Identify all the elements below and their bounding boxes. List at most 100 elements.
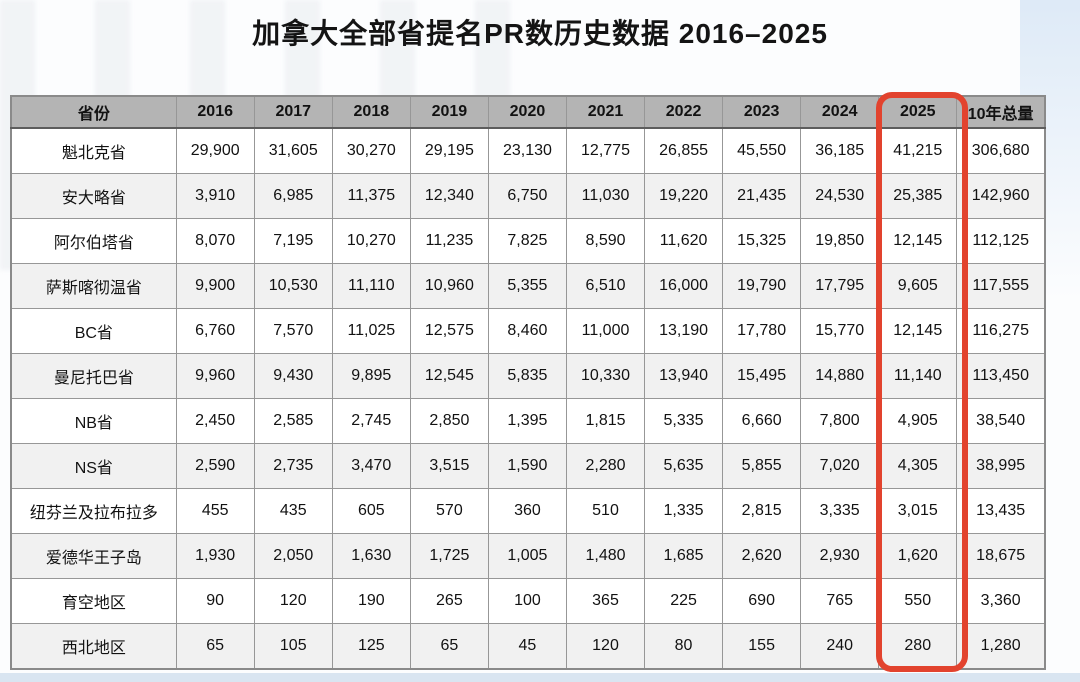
- value-cell: 5,835: [487, 353, 567, 399]
- value-cell: 7,195: [253, 218, 333, 264]
- value-cell: 10,270: [331, 218, 411, 264]
- value-cell: 21,435: [722, 173, 802, 219]
- value-cell: 15,495: [722, 353, 802, 399]
- value-cell: 116,275: [956, 308, 1046, 354]
- value-cell: 1,005: [487, 533, 567, 579]
- value-cell: 3,015: [878, 488, 958, 534]
- table-header-row: 省份 2016 2017 2018 2019 2020 2021 2022 2023 2024 20…: [10, 95, 1046, 129]
- value-cell: 2,735: [253, 443, 333, 489]
- value-cell: 142,960: [956, 173, 1046, 219]
- pr-history-table: 省份 2016 2017 2018 2019 2020 2021 2022 2023 2024 20…: [10, 95, 1046, 670]
- value-cell: 2,745: [331, 398, 411, 444]
- value-cell: 10,960: [409, 263, 489, 309]
- value-cell: 5,635: [644, 443, 724, 489]
- value-cell: 38,995: [956, 443, 1046, 489]
- column-header-2023: 2023: [722, 95, 802, 129]
- value-cell: 2,930: [800, 533, 880, 579]
- table-row: 阿尔伯塔省 8,070 7,195 10,270 11,235 7,825 8,590 11,…: [10, 218, 1046, 264]
- value-cell: 12,575: [409, 308, 489, 354]
- table-body: 魁北克省 29,900 31,605 30,270 29,195 23,130 12,775…: [10, 127, 1046, 670]
- value-cell: 6,750: [487, 173, 567, 219]
- province-cell: NB省: [10, 398, 177, 444]
- value-cell: 306,680: [956, 127, 1046, 174]
- value-cell: 1,590: [487, 443, 567, 489]
- value-cell: 113,450: [956, 353, 1046, 399]
- value-cell: 19,220: [644, 173, 724, 219]
- value-cell: 8,070: [175, 218, 255, 264]
- value-cell: 360: [487, 488, 567, 534]
- value-cell: 11,000: [565, 308, 646, 354]
- value-cell: 120: [565, 623, 646, 670]
- value-cell: 7,800: [800, 398, 880, 444]
- value-cell: 2,585: [253, 398, 333, 444]
- value-cell: 5,355: [487, 263, 567, 309]
- value-cell: 7,570: [253, 308, 333, 354]
- value-cell: 9,895: [331, 353, 411, 399]
- value-cell: 1,815: [565, 398, 646, 444]
- province-cell: 阿尔伯塔省: [10, 218, 177, 264]
- value-cell: 11,110: [331, 263, 411, 309]
- value-cell: 80: [644, 623, 724, 670]
- value-cell: 6,510: [565, 263, 646, 309]
- value-cell: 13,190: [644, 308, 724, 354]
- province-cell: 萨斯喀彻温省: [10, 263, 177, 309]
- column-header-2025: 2025: [878, 95, 958, 129]
- value-cell: 8,460: [487, 308, 567, 354]
- column-header-2020: 2020: [487, 95, 567, 129]
- value-cell: 1,685: [644, 533, 724, 579]
- value-cell: 18,675: [956, 533, 1046, 579]
- table-row: 爱德华王子岛 1,930 2,050 1,630 1,725 1,005 1,480 1,68…: [10, 533, 1046, 579]
- value-cell: 4,305: [878, 443, 958, 489]
- value-cell: 65: [175, 623, 255, 670]
- value-cell: 12,340: [409, 173, 489, 219]
- value-cell: 240: [800, 623, 880, 670]
- table-row: BC省 6,760 7,570 11,025 12,575 8,460 11,000 13,1…: [10, 308, 1046, 354]
- value-cell: 6,985: [253, 173, 333, 219]
- province-cell: 魁北克省: [10, 127, 177, 174]
- column-header-2016: 2016: [175, 95, 255, 129]
- province-cell: NS省: [10, 443, 177, 489]
- value-cell: 26,855: [644, 127, 724, 174]
- value-cell: 2,815: [722, 488, 802, 534]
- value-cell: 29,195: [409, 127, 489, 174]
- value-cell: 265: [409, 578, 489, 624]
- value-cell: 30,270: [331, 127, 411, 174]
- table-row: 安大略省 3,910 6,985 11,375 12,340 6,750 11,030 19,…: [10, 173, 1046, 219]
- value-cell: 8,590: [565, 218, 646, 264]
- value-cell: 9,430: [253, 353, 333, 399]
- value-cell: 105: [253, 623, 333, 670]
- value-cell: 90: [175, 578, 255, 624]
- value-cell: 1,725: [409, 533, 489, 579]
- value-cell: 36,185: [800, 127, 880, 174]
- column-header-2022: 2022: [644, 95, 724, 129]
- value-cell: 550: [878, 578, 958, 624]
- table-row: 育空地区 90 120 190 265 100 365 225 690 765 550 3,360: [10, 578, 1046, 624]
- value-cell: 765: [800, 578, 880, 624]
- value-cell: 31,605: [253, 127, 333, 174]
- value-cell: 435: [253, 488, 333, 534]
- value-cell: 3,515: [409, 443, 489, 489]
- value-cell: 38,540: [956, 398, 1046, 444]
- page-title: 加拿大全部省提名PR数历史数据 2016–2025: [252, 18, 828, 49]
- table-row: NB省 2,450 2,585 2,745 2,850 1,395 1,815 5,335 6,…: [10, 398, 1046, 444]
- bottom-blue-strip: [0, 673, 1080, 682]
- province-cell: 育空地区: [10, 578, 177, 624]
- value-cell: 11,375: [331, 173, 411, 219]
- value-cell: 9,605: [878, 263, 958, 309]
- value-cell: 17,780: [722, 308, 802, 354]
- value-cell: 14,880: [800, 353, 880, 399]
- value-cell: 100: [487, 578, 567, 624]
- value-cell: 280: [878, 623, 958, 670]
- value-cell: 155: [722, 623, 802, 670]
- value-cell: 1,280: [956, 623, 1046, 670]
- value-cell: 9,900: [175, 263, 255, 309]
- column-header-省份: 省份: [10, 95, 177, 129]
- value-cell: 13,940: [644, 353, 724, 399]
- value-cell: 16,000: [644, 263, 724, 309]
- value-cell: 10,530: [253, 263, 333, 309]
- value-cell: 12,545: [409, 353, 489, 399]
- value-cell: 605: [331, 488, 411, 534]
- value-cell: 2,450: [175, 398, 255, 444]
- value-cell: 2,620: [722, 533, 802, 579]
